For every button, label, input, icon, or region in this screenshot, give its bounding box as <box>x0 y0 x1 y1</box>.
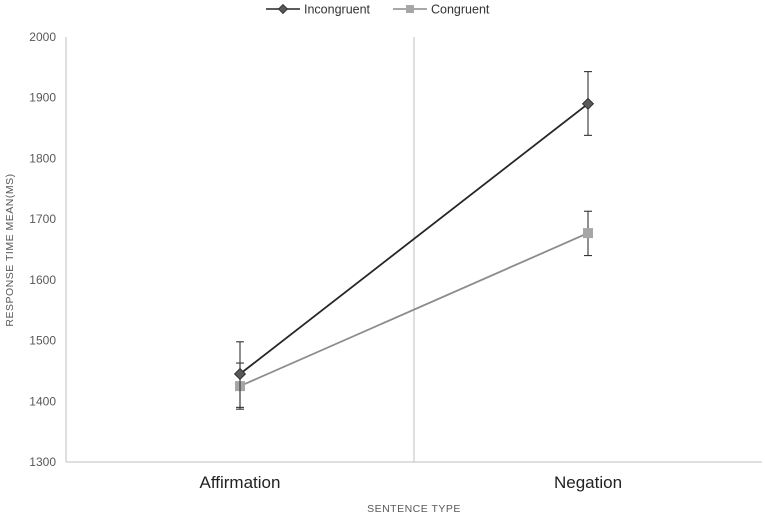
series-layer <box>233 71 595 410</box>
legend-entry-incongruent: Incongruent <box>266 3 371 17</box>
data-point <box>581 97 595 110</box>
y-tick-label: 1300 <box>29 455 56 469</box>
x-axis-title: SENTENCE TYPE <box>367 503 461 515</box>
plot-frame <box>65 37 762 463</box>
legend: Incongruent Congruent <box>266 3 490 17</box>
series-line <box>239 103 589 375</box>
y-tick-label: 2000 <box>29 30 56 44</box>
x-category-label: Negation <box>554 473 622 492</box>
series-incongruent <box>233 71 595 408</box>
y-tick-label: 1600 <box>29 273 56 287</box>
legend-entry-congruent: Congruent <box>393 3 490 17</box>
y-tick-label: 1900 <box>29 91 56 105</box>
data-point <box>233 367 247 381</box>
y-axis-title: RESPONSE TIME MEAN(MS) <box>4 173 16 326</box>
y-axis-ticks: 1300 1400 1500 1600 1700 1800 1900 2000 <box>29 30 56 469</box>
y-tick-label: 1500 <box>29 334 56 348</box>
legend-label-congruent: Congruent <box>431 3 490 17</box>
legend-label-incongruent: Incongruent <box>304 3 371 17</box>
data-point <box>583 228 593 239</box>
y-tick-label: 1700 <box>29 212 56 226</box>
series-line <box>239 232 589 387</box>
x-category-label: Affirmation <box>200 473 281 492</box>
x-axis-categories: Affirmation Negation <box>200 473 623 492</box>
y-tick-label: 1400 <box>29 394 56 408</box>
y-tick-label: 1800 <box>29 151 56 165</box>
